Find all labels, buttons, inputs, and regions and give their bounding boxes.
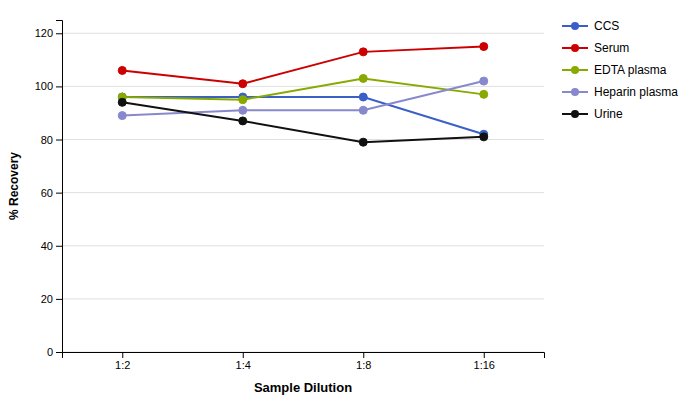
y-tick-label: 60 [41,187,53,199]
y-axis: 0 20 40 60 80 100 120 [35,21,63,359]
series [118,43,488,88]
grid-line [62,298,544,299]
legend-swatch-marker [571,88,579,96]
point-marker [118,112,126,120]
point-marker [480,90,488,98]
grid-line [62,86,544,87]
y-axis-line [56,21,63,353]
legend-label: CCS [594,19,619,33]
x-tick-label: 1:2 [115,359,130,371]
y-tick-mark [56,352,62,353]
y-tick: 60 [41,187,62,199]
legend-item: CCS [562,19,619,33]
grid-line [62,139,544,140]
point-marker [359,74,367,82]
grid-line [62,192,544,193]
y-tick-label: 40 [41,240,53,252]
legend: CCS Serum EDTA plasma Heparin plasma Urine [562,19,678,121]
point-marker [359,138,367,146]
x-tick-label: 1:8 [356,359,371,371]
point-marker [359,106,367,114]
point-marker [480,43,488,51]
legend-label: Serum [594,41,629,55]
point-marker [359,48,367,56]
x-tick-label: 1:4 [236,359,251,371]
x-axis-line [63,353,545,359]
point-marker [239,117,247,125]
point-marker [480,133,488,141]
legend-swatch-marker [571,110,579,118]
grid [62,33,544,352]
x-tick: 1:4 [236,352,251,371]
y-tick-mark [56,299,62,300]
series-line [122,47,484,84]
y-tick-label: 0 [47,346,53,358]
series-line [122,78,484,99]
point-marker [118,66,126,74]
y-tick-mark [56,33,62,34]
legend-item: Heparin plasma [562,85,678,99]
series-line [122,97,484,134]
legend-label: Heparin plasma [594,85,678,99]
grid-line [62,33,544,34]
y-tick: 0 [47,346,62,358]
x-tick-label: 1:16 [474,359,495,371]
point-marker [239,80,247,88]
series [118,98,488,146]
legend-swatch-marker [571,44,579,52]
grid-line [62,245,544,246]
legend-label: Urine [594,107,623,121]
legend-swatch-marker [571,22,579,30]
x-axis: 1:2 1:4 1:8 1:16 [63,352,545,371]
legend-item: Urine [562,107,623,121]
y-tick: 40 [41,240,62,252]
y-tick-label: 100 [35,80,53,92]
x-tick: 1:8 [356,352,371,371]
point-marker [239,96,247,104]
series [118,77,488,120]
series-group [118,43,488,147]
y-tick: 120 [35,27,62,39]
x-tick-mark [363,352,364,358]
y-tick-mark [56,140,62,141]
point-marker [239,106,247,114]
legend-item: Serum [562,41,629,55]
x-tick: 1:16 [474,352,495,371]
x-axis-title: Sample Dilution [254,380,352,395]
y-tick-label: 80 [41,134,53,146]
y-axis-title: % Recovery [7,152,21,220]
x-tick-mark [122,352,123,358]
y-tick-label: 20 [41,293,53,305]
legend-label: EDTA plasma [594,63,667,77]
y-tick-label: 120 [35,27,53,39]
point-marker [118,98,126,106]
y-tick: 80 [41,134,62,146]
series-line [122,102,484,142]
y-tick: 20 [41,293,62,305]
y-tick-mark [56,86,62,87]
y-tick-mark [56,193,62,194]
point-marker [480,77,488,85]
legend-swatch-marker [571,66,579,74]
point-marker [359,93,367,101]
x-tick-mark [243,352,244,358]
chart: 1:2 1:4 1:8 1:16 0 20 40 60 80 100 120 Sample Dilut… [0,0,694,404]
y-tick-mark [56,246,62,247]
y-tick: 100 [35,80,62,92]
plot-area: 1:2 1:4 1:8 1:16 0 20 40 60 80 100 120 [35,21,545,371]
legend-item: EDTA plasma [562,63,667,77]
x-tick: 1:2 [115,352,130,371]
series [118,74,488,103]
x-tick-mark [484,352,485,358]
